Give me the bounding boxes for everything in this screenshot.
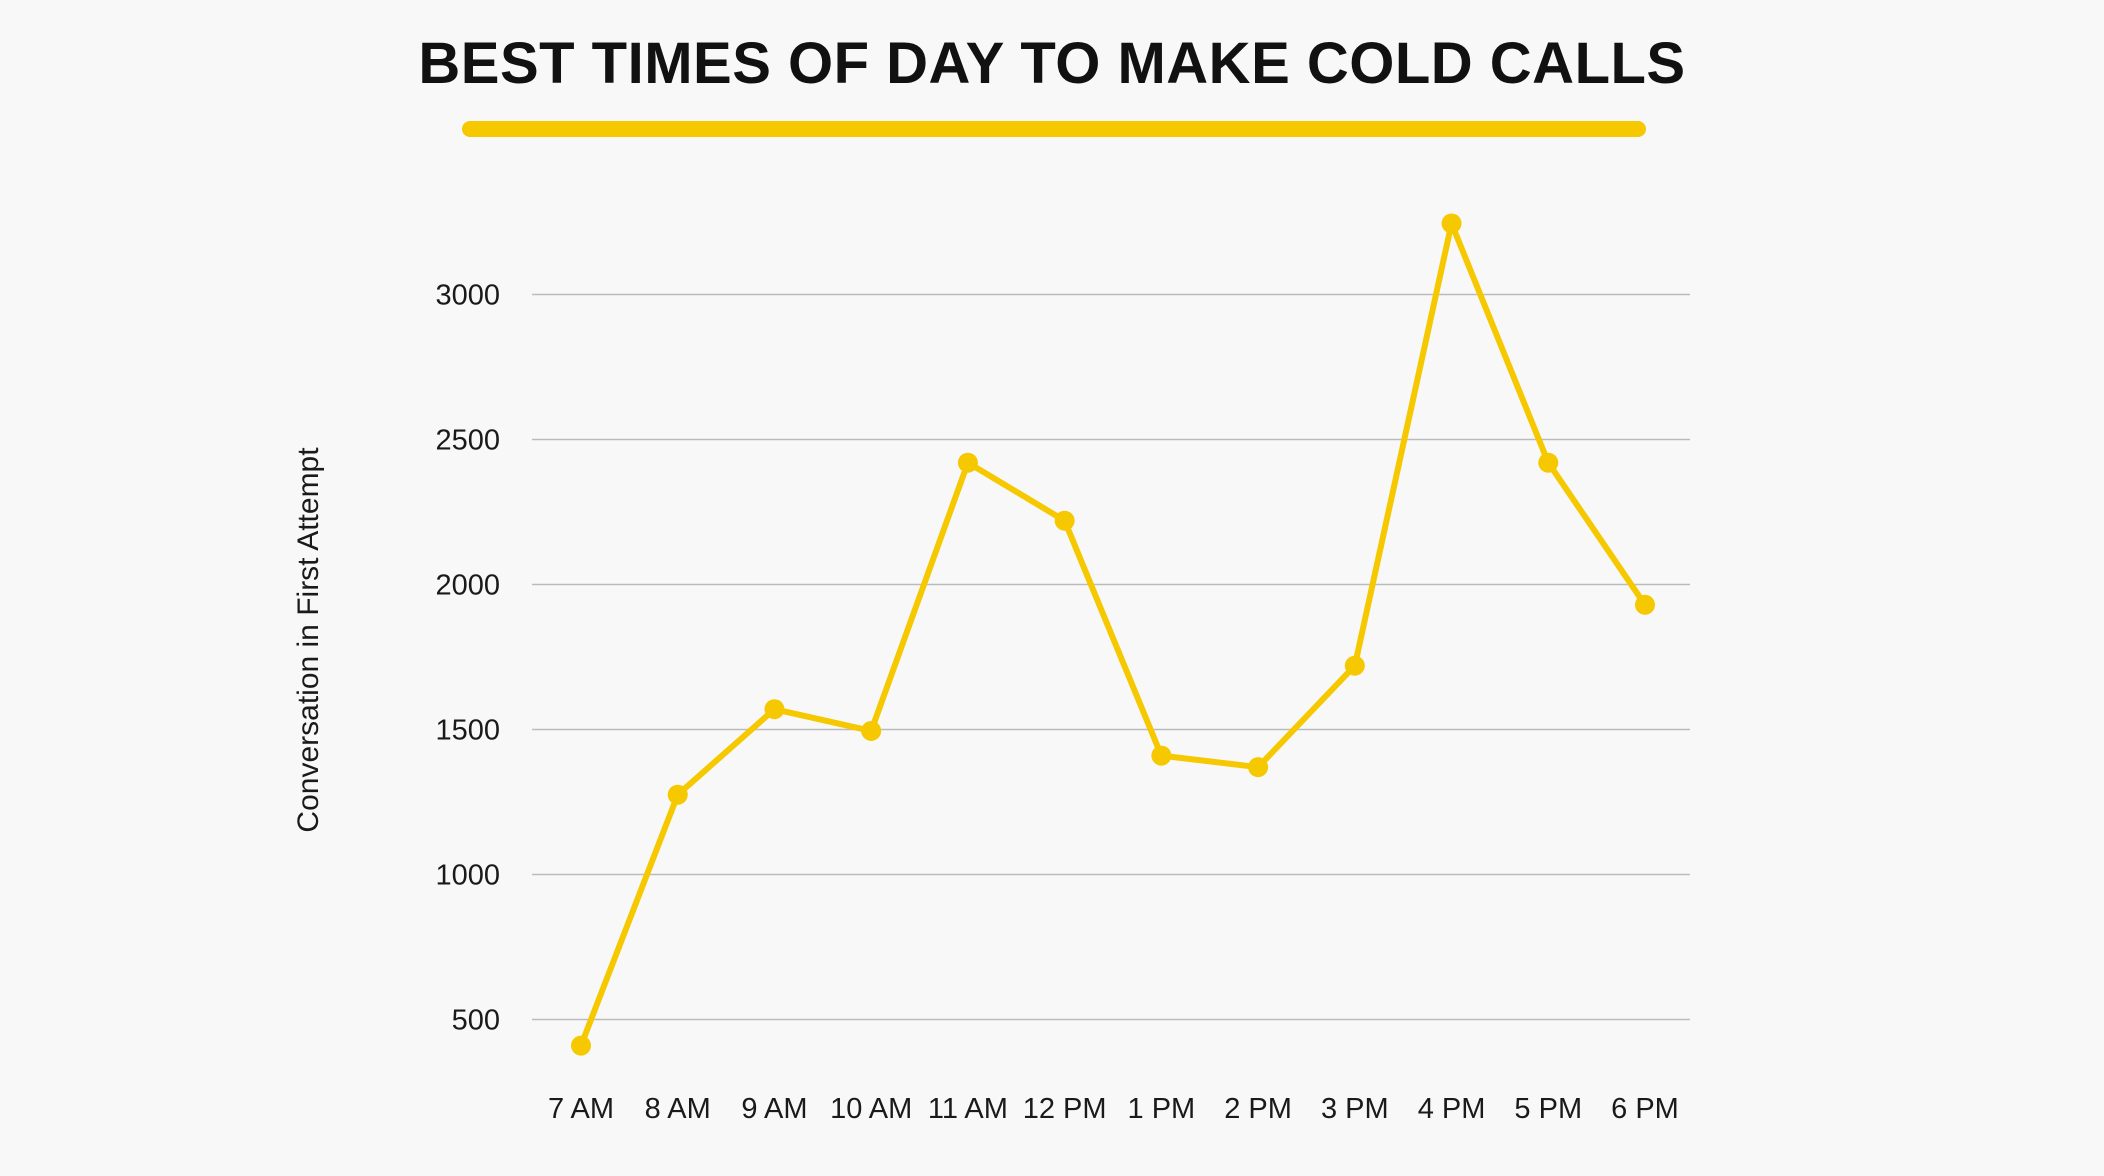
data-point-11-am xyxy=(957,452,978,473)
x-tick-label-7-am: 7 AM xyxy=(548,1093,614,1125)
data-point-8-am xyxy=(667,784,688,805)
y-tick-label-500: 500 xyxy=(452,1004,500,1036)
title-underline xyxy=(462,121,1646,137)
data-point-4-pm xyxy=(1441,213,1462,234)
x-tick-label-12-pm: 12 PM xyxy=(1023,1093,1107,1125)
series-line-0 xyxy=(578,220,1648,1049)
data-point-12-pm xyxy=(1054,510,1075,531)
data-point-9-am xyxy=(764,699,785,720)
x-tick-label-9-am: 9 AM xyxy=(741,1093,807,1125)
data-point-2-pm xyxy=(1248,757,1269,778)
data-point-5-pm xyxy=(1538,452,1559,473)
y-tick-label-1500: 1500 xyxy=(435,714,500,746)
x-tick-label-4-pm: 4 PM xyxy=(1418,1093,1486,1125)
x-tick-label-3-pm: 3 PM xyxy=(1321,1093,1389,1125)
x-tick-label-11-am: 11 AM xyxy=(928,1093,1008,1125)
y-tick-label-1000: 1000 xyxy=(435,859,500,891)
data-point-6-pm xyxy=(1635,594,1655,615)
data-point-3-pm xyxy=(1344,655,1365,676)
series-line-layer xyxy=(578,220,1648,1049)
y-tick-label-2500: 2500 xyxy=(435,424,500,456)
y-tick-label-3000: 3000 xyxy=(435,279,500,311)
y-axis-title: Conversation in First Attempt xyxy=(292,447,325,833)
y-tick-label-2000: 2000 xyxy=(435,569,500,601)
x-tick-label-1-pm: 1 PM xyxy=(1128,1093,1196,1125)
x-tick-label-6-pm: 6 PM xyxy=(1611,1093,1679,1125)
data-point-1-pm xyxy=(1151,745,1172,766)
data-point-10-am xyxy=(861,720,882,741)
x-tick-label-8-am: 8 AM xyxy=(645,1093,711,1125)
chart-title: BEST TIMES OF DAY TO MAKE COLD CALLS xyxy=(418,31,1686,96)
x-tick-label-2-pm: 2 PM xyxy=(1224,1093,1292,1125)
gridlines xyxy=(532,293,1690,1021)
data-points xyxy=(571,213,1655,1056)
x-tick-label-5-pm: 5 PM xyxy=(1514,1093,1582,1125)
x-tick-label-10-am: 10 AM xyxy=(830,1093,912,1125)
data-point-7-am xyxy=(571,1035,591,1056)
x-axis-ticks: 7 AM 8 AM 9 AM 10 AM 11 AM 12 PM 1 PM 2 PM 3 PM 4… xyxy=(548,1093,1679,1125)
y-axis-ticks: 500 1000 1500 2000 2500 3000 xyxy=(435,279,500,1036)
